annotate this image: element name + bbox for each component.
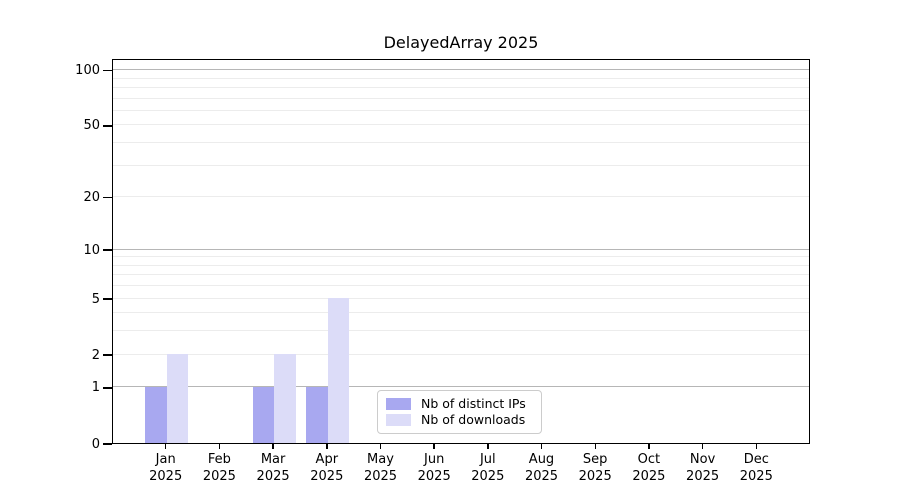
x-tick-label: Dec 2025 (739, 452, 773, 484)
y-tick-label: 0 (91, 436, 100, 452)
x-tick-label: Nov 2025 (686, 452, 720, 484)
major-gridline (113, 69, 809, 71)
y-tick (103, 249, 112, 251)
x-tick (164, 443, 167, 449)
y-tick (103, 69, 112, 72)
major-gridline (113, 386, 809, 388)
legend: Nb of distinct IPs Nb of downloads (377, 390, 542, 434)
minor-gridline (113, 86, 809, 88)
y-tick-label: 100 (75, 63, 100, 79)
legend-item-downloads: Nb of downloads (386, 412, 533, 428)
x-tick (379, 443, 382, 449)
bar-downloads-jan (166, 354, 189, 443)
minor-gridline (113, 285, 809, 287)
minor-gridline (113, 97, 809, 99)
plot-area (112, 59, 810, 444)
minor-gridline (113, 312, 809, 314)
y-tick (103, 354, 112, 356)
y-tick (103, 125, 112, 127)
y-tick-label: 50 (83, 118, 100, 134)
minor-gridline (113, 109, 809, 111)
bar-downloads-mar (274, 354, 296, 443)
chart-title: DelayedArray 2025 (383, 33, 539, 52)
legend-swatch-downloads (386, 414, 411, 426)
x-tick-label: May 2025 (363, 452, 398, 484)
minor-gridline (113, 196, 809, 198)
x-tick (701, 443, 704, 449)
minor-gridline (113, 164, 809, 166)
y-tick (103, 298, 112, 300)
x-tick (272, 443, 274, 449)
minor-gridline (113, 77, 809, 79)
x-tick-label: Aug 2025 (524, 452, 559, 484)
minor-gridline (113, 264, 809, 266)
y-tick-label: 2 (91, 347, 100, 363)
major-gridline (113, 248, 809, 250)
x-tick-label: Sep 2025 (578, 452, 612, 484)
minor-gridline (113, 297, 809, 299)
y-tick-label: 5 (91, 291, 100, 307)
x-tick (487, 443, 489, 449)
minor-gridline (113, 274, 809, 276)
bar-distinct-ips-mar (252, 386, 275, 443)
x-tick (218, 443, 221, 449)
y-tick-label: 1 (91, 380, 100, 396)
x-tick (326, 443, 328, 449)
minor-gridline (113, 330, 809, 332)
x-tick (433, 443, 435, 449)
legend-label-distinct-ips: Nb of distinct IPs (421, 396, 526, 411)
minor-gridline (113, 124, 809, 126)
legend-label-downloads: Nb of downloads (421, 412, 526, 427)
x-tick-label: Feb 2025 (202, 452, 236, 484)
x-tick-label: Mar 2025 (256, 452, 290, 484)
minor-gridline (113, 353, 809, 355)
y-tick-label: 20 (83, 190, 100, 206)
y-tick (103, 443, 112, 445)
x-tick-label: Apr 2025 (310, 452, 344, 484)
x-tick (540, 443, 543, 449)
bar-downloads-apr (327, 298, 350, 443)
x-tick-label: Jun 2025 (417, 452, 451, 484)
legend-swatch-distinct-ips (386, 398, 411, 410)
x-tick (594, 443, 596, 449)
y-tick-label: 10 (83, 242, 100, 258)
x-tick-label: Oct 2025 (632, 452, 666, 484)
y-tick (103, 387, 112, 389)
bar-distinct-ips-jan (145, 386, 167, 443)
minor-gridline (113, 142, 809, 144)
y-tick (103, 196, 112, 199)
legend-item-distinct-ips: Nb of distinct IPs (386, 396, 533, 412)
x-tick-label: Jul 2025 (471, 452, 505, 484)
x-tick-label: Jan 2025 (149, 452, 183, 484)
minor-gridline (113, 256, 809, 258)
x-tick (648, 443, 650, 449)
bar-distinct-ips-apr (306, 386, 328, 443)
x-tick (755, 443, 758, 449)
